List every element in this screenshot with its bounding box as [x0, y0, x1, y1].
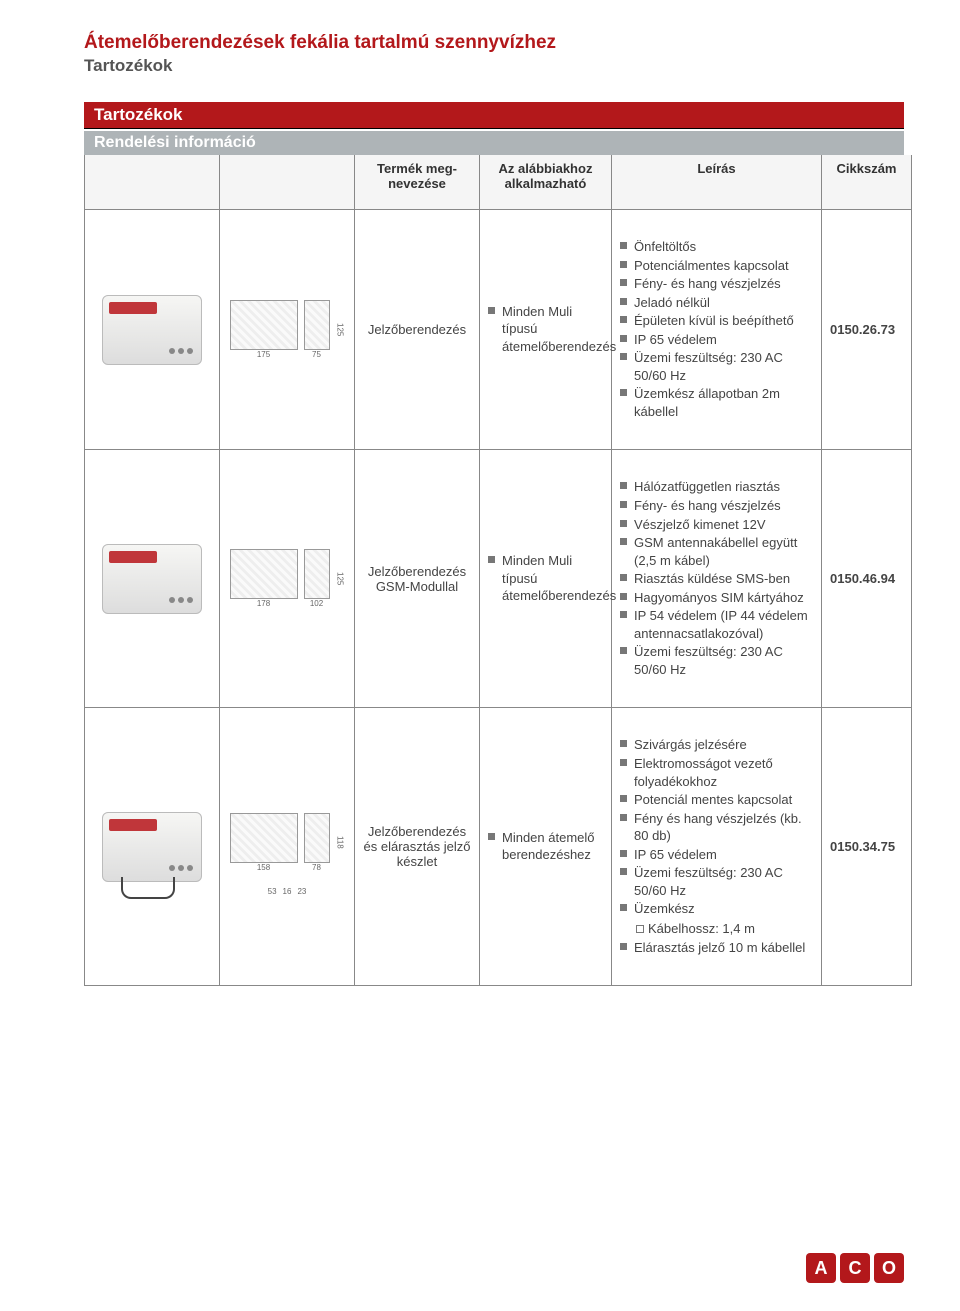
cell-name: Jelzőberendezés és elárasztás jelző kész…: [355, 708, 480, 986]
col-name: Termék meg- nevezése: [355, 155, 480, 210]
catalog-table: Termék meg- nevezése Az alábbiakhoz alka…: [84, 155, 912, 986]
spec-item: IP 54 védelem (IP 44 védelem antennacsat…: [620, 607, 813, 642]
col-dimension: [220, 155, 355, 210]
spec-item: Fény- és hang vészjelzés: [620, 275, 813, 293]
spec-subitem: Kábelhossz: 1,4 m: [634, 920, 813, 938]
spec-item: Fény- és hang vészjelzés: [620, 497, 813, 515]
dimension-drawing: 178102125: [228, 534, 346, 624]
spec-item: Elektromosságot vezető folyadékokhoz: [620, 755, 813, 790]
table-row: 15878118531623Jelzőberendezés és elárasz…: [85, 708, 912, 986]
spec-item: Potenciál mentes kapcsolat: [620, 791, 813, 809]
cell-description: ÖnfeltöltősPotenciálmentes kapcsolatFény…: [612, 210, 822, 450]
section-bar: Tartozékok: [84, 102, 904, 129]
spec-item: Üzemi feszültség: 230 AC 50/60 Hz: [620, 643, 813, 678]
spec-item: Elárasztás jelző 10 m kábellel: [620, 939, 813, 957]
cell-dimensions: 15878118531623: [220, 708, 355, 986]
spec-item: Vészjelző kimenet 12V: [620, 516, 813, 534]
col-desc: Leírás: [612, 155, 822, 210]
cell-dimensions: 17575125: [220, 210, 355, 450]
spec-item: Potenciálmentes kapcsolat: [620, 257, 813, 275]
spec-item: Riasztás küldése SMS-ben: [620, 570, 813, 588]
table-row: 178102125Jelzőberendezés GSM-ModullalMin…: [85, 450, 912, 708]
col-name-l1: Termék meg-: [377, 161, 457, 176]
spec-item: IP 65 védelem: [620, 846, 813, 864]
cell-apply: Minden Muli típusú átemelőberendezés: [480, 450, 612, 708]
spec-item: IP 65 védelem: [620, 331, 813, 349]
spec-item: Hálózatfüggetlen riasztás: [620, 478, 813, 496]
col-apply-l2: alkalmazható: [505, 176, 587, 191]
cell-code: 0150.46.94: [822, 450, 912, 708]
spec-item: ÜzemkészKábelhossz: 1,4 m: [620, 900, 813, 937]
col-apply: Az alábbiakhoz alkalmazható: [480, 155, 612, 210]
page-subtitle: Tartozékok: [84, 56, 904, 76]
table-header-row: Termék meg- nevezése Az alábbiakhoz alka…: [85, 155, 912, 210]
cell-code: 0150.34.75: [822, 708, 912, 986]
spec-item: GSM antennakábellel együtt (2,5 m kábel): [620, 534, 813, 569]
product-thumb: [93, 802, 211, 892]
col-code: Cikkszám: [822, 155, 912, 210]
spec-item: Épületen kívül is beépíthető: [620, 312, 813, 330]
spec-item: Szivárgás jelzésére: [620, 736, 813, 754]
cell-image: [85, 450, 220, 708]
cell-apply: Minden Muli típusú átemelőberendezés: [480, 210, 612, 450]
logo-a: A: [806, 1253, 836, 1283]
spec-item: Hagyományos SIM kártyához: [620, 589, 813, 607]
col-name-l2: nevezése: [388, 176, 446, 191]
spec-item: Üzemi feszültség: 230 AC 50/60 Hz: [620, 349, 813, 384]
page-title: Átemelőberendezések fekália tartalmú sze…: [84, 32, 904, 54]
spec-item: Önfeltöltős: [620, 238, 813, 256]
col-image: [85, 155, 220, 210]
cell-code: 0150.26.73: [822, 210, 912, 450]
product-thumb: [93, 285, 211, 375]
cell-apply: Minden átemelő berendezéshez: [480, 708, 612, 986]
cell-dimensions: 178102125: [220, 450, 355, 708]
cell-name: Jelzőberendezés: [355, 210, 480, 450]
spec-item: Jeladó nélkül: [620, 294, 813, 312]
dimension-drawing: 15878118: [228, 797, 346, 887]
product-thumb: [93, 534, 211, 624]
cell-image: [85, 708, 220, 986]
dimension-drawing: 17575125: [228, 285, 346, 375]
logo-o: O: [874, 1253, 904, 1283]
col-apply-l1: Az alábbiakhoz: [499, 161, 593, 176]
spec-item: Üzemkész állapotban 2m kábellel: [620, 385, 813, 420]
spec-item: Fény és hang vészjelzés (kb. 80 db): [620, 810, 813, 845]
table-row: 17575125JelzőberendezésMinden Muli típus…: [85, 210, 912, 450]
spec-item: Üzemi feszültség: 230 AC 50/60 Hz: [620, 864, 813, 899]
cell-description: Hálózatfüggetlen riasztásFény- és hang v…: [612, 450, 822, 708]
aco-logo: A C O: [806, 1253, 904, 1283]
subsection-bar: Rendelési információ: [84, 131, 904, 155]
cell-image: [85, 210, 220, 450]
cell-description: Szivárgás jelzéséreElektromosságot vezet…: [612, 708, 822, 986]
cell-name: Jelzőberendezés GSM-Modullal: [355, 450, 480, 708]
logo-c: C: [840, 1253, 870, 1283]
